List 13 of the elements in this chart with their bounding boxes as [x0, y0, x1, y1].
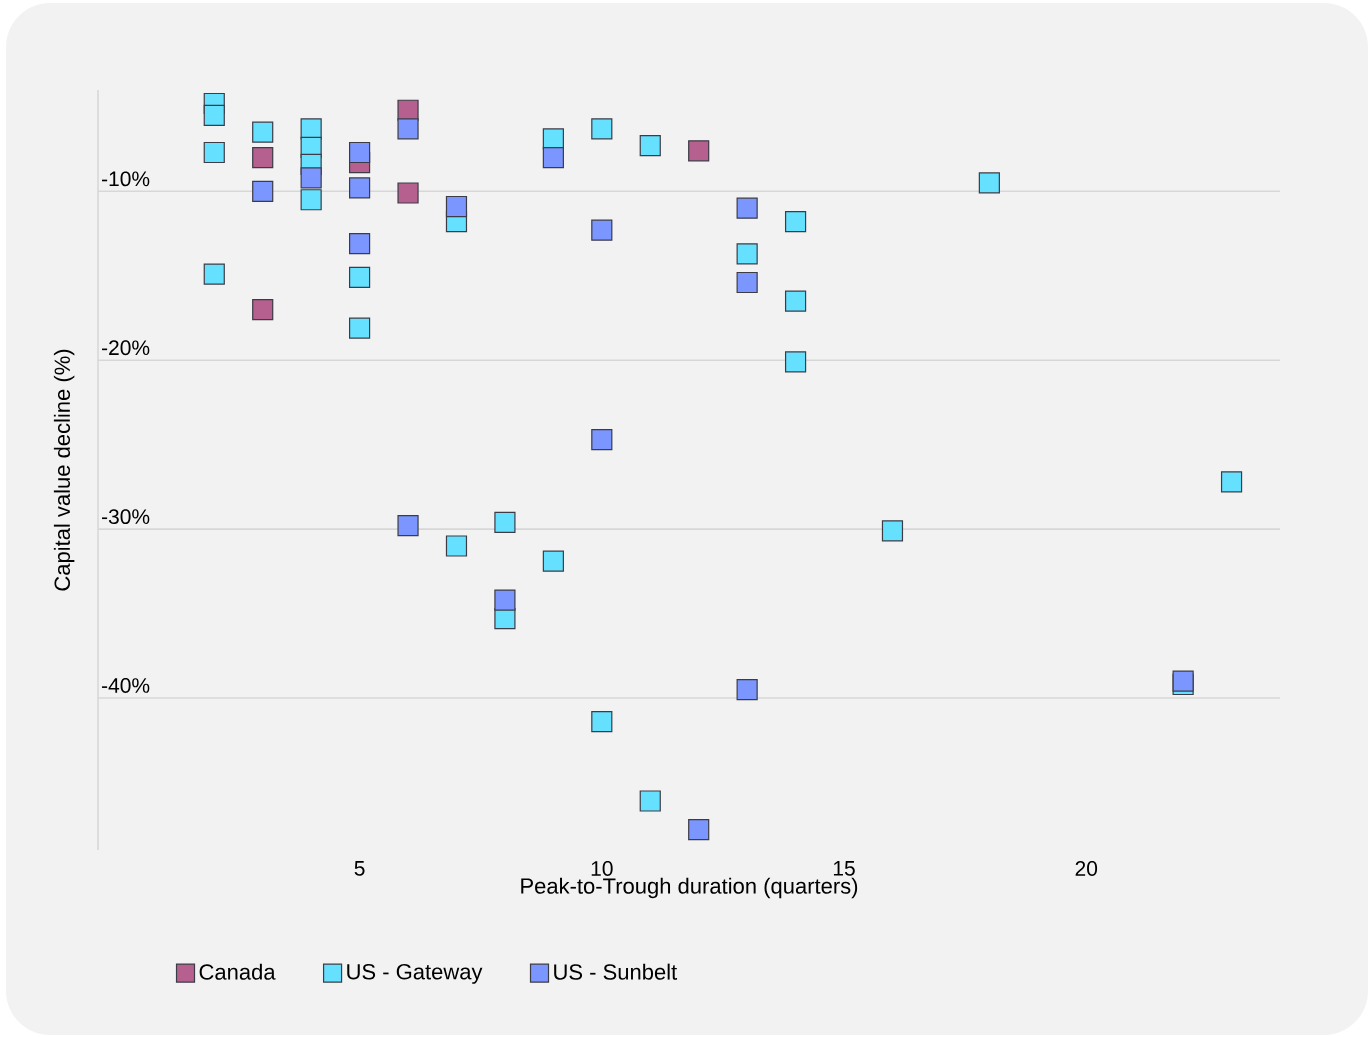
- legend-label: US - Sunbelt: [554, 963, 678, 980]
- legend-label: Canada: [199, 963, 276, 980]
- x-tick-label: 10: [591, 861, 613, 876]
- x-tick-label: 15: [833, 861, 855, 876]
- y-tick-label: -20%: [102, 340, 150, 356]
- x-axis-title: Peak-to-Trough duration (quarters): [521, 877, 858, 899]
- legend-label: US - Gateway: [347, 963, 483, 984]
- x-tick-label: 20: [1075, 861, 1098, 876]
- y-tick-label: -30%: [102, 509, 150, 525]
- x-tick-label: 5: [354, 861, 365, 876]
- y-axis-title: Capital value decline (%): [53, 349, 75, 591]
- y-tick-label: -40%: [102, 678, 150, 693]
- y-tick-label: -10%: [102, 171, 150, 187]
